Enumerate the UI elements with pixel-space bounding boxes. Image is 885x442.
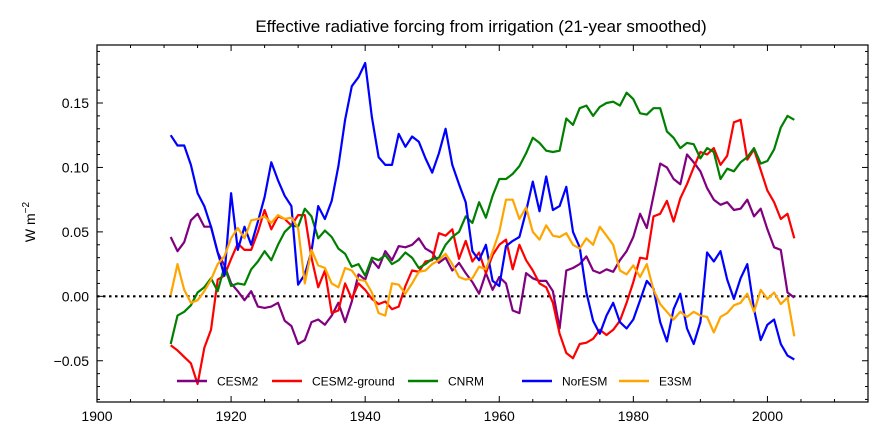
series-line-cesm2-ground [170,118,796,386]
legend-label: CESM2-ground [312,375,395,389]
y-tick-label: 0.10 [62,159,89,175]
legend-item-e3sm: E3SM [619,375,692,389]
series-line-cesm2 [169,153,795,346]
y-axis-label: W m−2 [21,201,38,242]
plot-frame [96,44,869,403]
legend-item-cesm2: CESM2 [177,375,259,389]
series-line-noresm [169,61,795,361]
y-axis-label-text: W m [22,213,38,242]
y-tick-label: −0.05 [54,353,90,369]
legend-label: CNRM [448,375,484,389]
plot-area: 1900 1920 1940 1960 1980 2000 −0.05 0.00 0.05 0.1… [54,44,869,424]
y-axis-label-exponent: −2 [21,201,32,213]
legend-item-noresm: NorESM [522,375,607,389]
x-tick-label: 1980 [618,408,649,424]
legend-item-cesm2-ground: CESM2-ground [272,375,395,389]
x-tick-label: 1900 [81,408,112,424]
y-tick-label: 0.00 [62,288,89,304]
legend-label: NorESM [562,375,607,389]
x-tick-label: 1920 [216,408,247,424]
chart-title: Effective radiative forcing from irrigat… [255,17,706,36]
legend-item-cnrm: CNRM [408,375,484,389]
series-line-cnrm [169,91,795,345]
legend-label: E3SM [659,375,692,389]
series-line-e3sm [169,198,796,337]
legend-label: CESM2 [217,375,259,389]
legend: CESM2 CESM2-ground CNRM NorESM E3SM [177,375,692,389]
x-tick-label: 1960 [484,408,515,424]
y-tick-label: 0.15 [62,95,89,111]
x-tick-label: 1940 [350,408,381,424]
y-tick-label: 0.05 [62,224,89,240]
x-tick-label: 2000 [752,408,783,424]
